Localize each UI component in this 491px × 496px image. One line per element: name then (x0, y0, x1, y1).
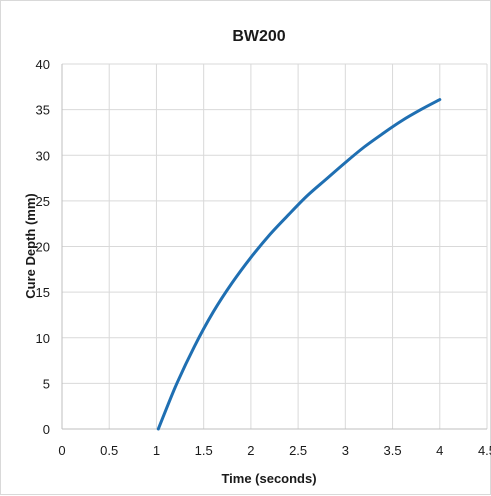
x-tick-label: 4.5 (478, 443, 491, 458)
y-tick-label: 30 (36, 148, 50, 163)
y-tick-labels: 0 5 10 15 20 25 30 35 40 (36, 57, 50, 437)
chart-title: BW200 (232, 28, 285, 45)
series-layer (156, 98, 442, 431)
y-tick-label: 0 (43, 422, 50, 437)
x-tick-label: 2 (247, 443, 254, 458)
y-tick-label: 40 (36, 57, 50, 72)
x-tick-label: 0.5 (100, 443, 118, 458)
x-tick-label: 1.5 (195, 443, 213, 458)
x-tick-label: 3 (342, 443, 349, 458)
x-tick-label: 2.5 (289, 443, 307, 458)
x-tick-label: 3.5 (384, 443, 402, 458)
x-tick-labels: 0 0.5 1 1.5 2 2.5 3 3.5 4 4.5 (58, 443, 491, 458)
y-tick-label: 5 (43, 376, 50, 391)
x-tick-label: 1 (153, 443, 160, 458)
y-tick-label: 25 (36, 194, 50, 209)
axes (61, 64, 487, 430)
x-tick-label: 4 (436, 443, 443, 458)
gridlines (62, 63, 488, 429)
y-tick-label: 15 (36, 285, 50, 300)
y-tick-label: 10 (36, 331, 50, 346)
y-tick-label: 35 (36, 103, 50, 118)
x-axis-title: Time (seconds) (221, 471, 316, 486)
y-tick-label: 20 (36, 240, 50, 255)
x-tick-label: 0 (58, 443, 65, 458)
y-axis-title: Cure Depth (mm) (23, 193, 38, 298)
series-line-cure-depth (156, 98, 442, 431)
